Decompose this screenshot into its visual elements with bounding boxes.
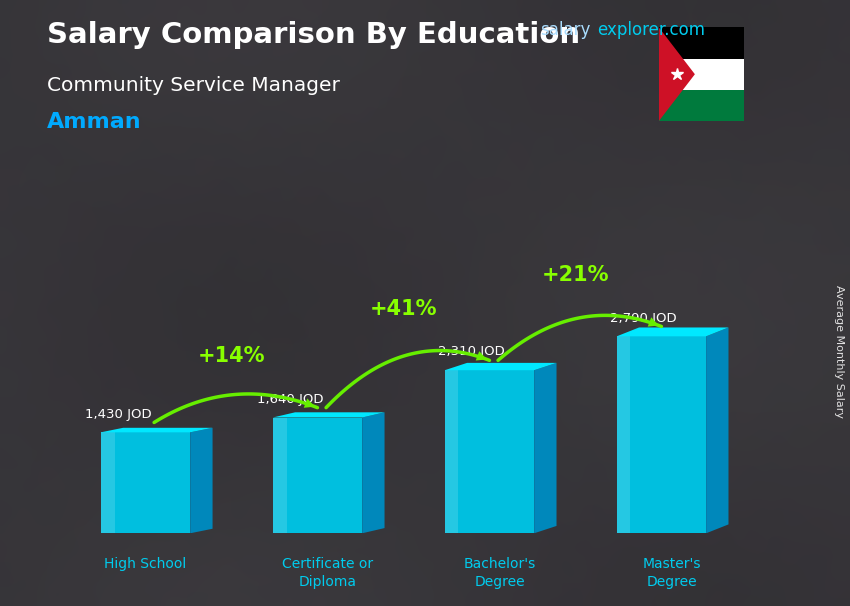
Text: +21%: +21% bbox=[541, 265, 609, 285]
Text: Master's
Degree: Master's Degree bbox=[643, 557, 701, 589]
Bar bbox=[659, 59, 744, 90]
Text: Salary Comparison By Education: Salary Comparison By Education bbox=[47, 21, 580, 49]
Text: 2,790 JOD: 2,790 JOD bbox=[609, 311, 677, 325]
Polygon shape bbox=[273, 418, 286, 533]
Text: High School: High School bbox=[105, 557, 187, 571]
Polygon shape bbox=[273, 418, 362, 533]
Text: explorer.com: explorer.com bbox=[597, 21, 705, 39]
Text: +14%: +14% bbox=[198, 346, 265, 366]
Polygon shape bbox=[659, 27, 694, 121]
Polygon shape bbox=[273, 412, 384, 418]
Polygon shape bbox=[534, 363, 557, 533]
Polygon shape bbox=[617, 327, 728, 336]
Text: salary: salary bbox=[540, 21, 590, 39]
Polygon shape bbox=[101, 428, 212, 432]
Polygon shape bbox=[101, 432, 115, 533]
Polygon shape bbox=[617, 336, 631, 533]
Polygon shape bbox=[445, 370, 458, 533]
Text: Amman: Amman bbox=[47, 112, 141, 132]
Polygon shape bbox=[362, 412, 384, 533]
Polygon shape bbox=[706, 327, 728, 533]
Bar bbox=[659, 27, 744, 59]
Text: Community Service Manager: Community Service Manager bbox=[47, 76, 340, 95]
Bar bbox=[659, 90, 744, 121]
Text: 1,430 JOD: 1,430 JOD bbox=[85, 407, 152, 421]
Text: Average Monthly Salary: Average Monthly Salary bbox=[834, 285, 844, 418]
Text: 1,640 JOD: 1,640 JOD bbox=[258, 393, 324, 405]
Text: Bachelor's
Degree: Bachelor's Degree bbox=[463, 557, 536, 589]
Polygon shape bbox=[190, 428, 212, 533]
Text: 2,310 JOD: 2,310 JOD bbox=[438, 345, 505, 358]
Text: Certificate or
Diploma: Certificate or Diploma bbox=[282, 557, 373, 589]
Polygon shape bbox=[101, 432, 190, 533]
Polygon shape bbox=[445, 370, 534, 533]
Text: +41%: +41% bbox=[370, 299, 437, 319]
Polygon shape bbox=[617, 336, 706, 533]
Polygon shape bbox=[445, 363, 557, 370]
